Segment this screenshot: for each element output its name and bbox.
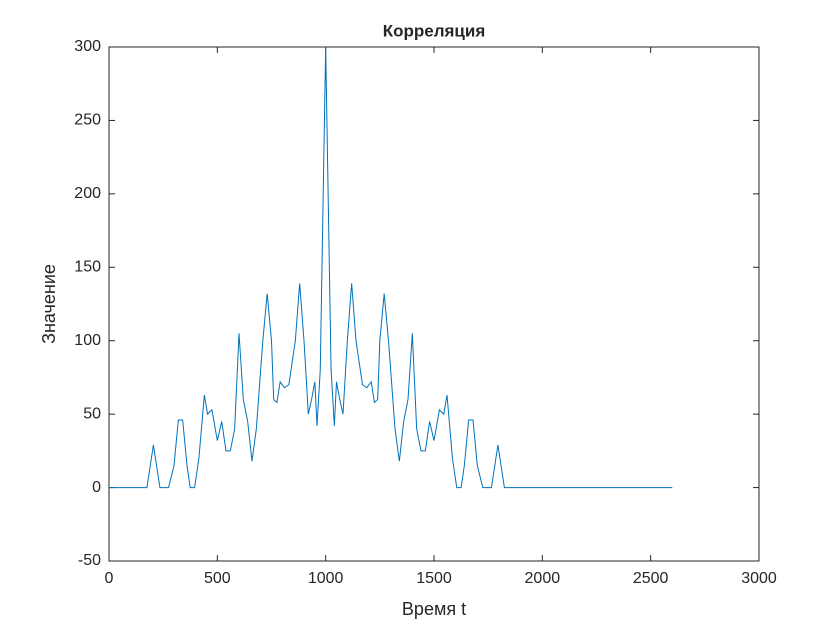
y-tick-label: 150 (74, 259, 101, 276)
y-tick-label: -50 (78, 552, 101, 569)
x-tick-label: 0 (105, 570, 114, 587)
x-tick-label: 1000 (308, 570, 344, 587)
y-axis-label: Значение (39, 264, 59, 344)
y-tick-label: 50 (83, 405, 101, 422)
x-tick-label: 2000 (525, 570, 561, 587)
y-tick-label: 200 (74, 185, 101, 202)
x-tick-label: 500 (204, 570, 231, 587)
plot-area (108, 46, 760, 562)
x-tick-label: 1500 (416, 570, 452, 587)
data-line (109, 46, 673, 489)
x-axis-label: Время t (402, 599, 466, 619)
y-tick-label: 300 (74, 38, 101, 55)
x-tick-label: 2500 (633, 570, 669, 587)
y-tick-label: 100 (74, 332, 101, 349)
y-tick-label: 0 (92, 479, 101, 496)
x-tick-label: 3000 (741, 570, 777, 587)
y-tick-label: 250 (74, 112, 101, 129)
chart-title: Корреляция (383, 21, 486, 40)
